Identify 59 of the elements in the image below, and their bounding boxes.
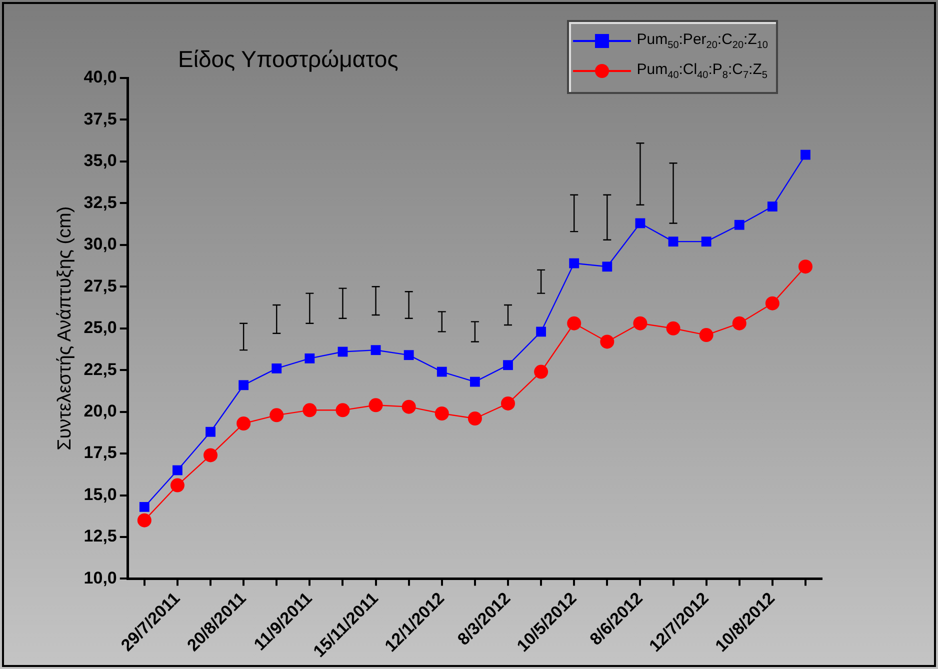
point <box>699 328 714 342</box>
y-tick-label: 37,5 <box>84 109 117 128</box>
y-tick-label: 22,5 <box>84 360 117 379</box>
y-axis-title: Συντελεστής Ανάπτυξης (cm) <box>54 206 76 450</box>
point <box>567 316 582 330</box>
legend-label: Pum$_{50}$:Per$_{20}$:C$_{20}$:Z$_{10}$ <box>636 31 768 51</box>
y-tick-label: 15,0 <box>84 484 117 504</box>
point <box>304 353 315 364</box>
point <box>635 218 646 228</box>
point <box>600 334 614 349</box>
point <box>798 260 812 274</box>
point <box>503 360 513 370</box>
y-tick-label: 32,5 <box>84 192 117 212</box>
y-tick-label: 20,0 <box>84 402 117 421</box>
y-tick-label: 17,5 <box>84 443 117 462</box>
point <box>633 316 648 330</box>
point <box>470 376 480 387</box>
y-tick-label: 40,0 <box>84 68 117 87</box>
y-tick-label: 10,0 <box>84 568 117 588</box>
point <box>338 346 348 357</box>
point <box>534 364 548 379</box>
point <box>402 400 416 414</box>
chart-title: Είδος Υποστρώματος <box>178 46 398 73</box>
point <box>137 513 152 528</box>
point <box>172 465 182 476</box>
point <box>236 416 251 431</box>
point <box>701 236 712 247</box>
point <box>732 316 746 330</box>
y-tick-label: 35,0 <box>84 151 117 170</box>
point <box>569 258 580 268</box>
point <box>434 406 449 420</box>
point <box>368 398 383 412</box>
point <box>734 220 744 230</box>
text: Pum$_{40}$:Cl$_{40}$:P$_{8}$:C$_{7}$:Z$_{5}$ <box>636 61 768 81</box>
y-tick-label: 12,5 <box>84 526 117 546</box>
point <box>602 262 612 272</box>
point <box>170 478 184 492</box>
point <box>302 403 317 418</box>
point <box>666 321 680 336</box>
point <box>765 296 780 310</box>
point <box>206 426 216 437</box>
point <box>800 150 810 160</box>
point <box>370 345 381 356</box>
point <box>336 403 350 418</box>
point <box>767 202 778 212</box>
point <box>204 448 218 462</box>
point <box>500 396 515 410</box>
point <box>668 236 678 247</box>
point <box>436 366 447 377</box>
y-tick-label: 30,0 <box>84 234 117 254</box>
point <box>404 350 414 360</box>
point <box>536 326 546 337</box>
y-tick-label: 27,5 <box>84 276 117 296</box>
point <box>468 412 482 426</box>
point <box>272 363 282 374</box>
point <box>270 408 284 422</box>
point <box>139 502 150 512</box>
point <box>238 380 249 390</box>
y-tick-label: 25,0 <box>84 318 117 338</box>
